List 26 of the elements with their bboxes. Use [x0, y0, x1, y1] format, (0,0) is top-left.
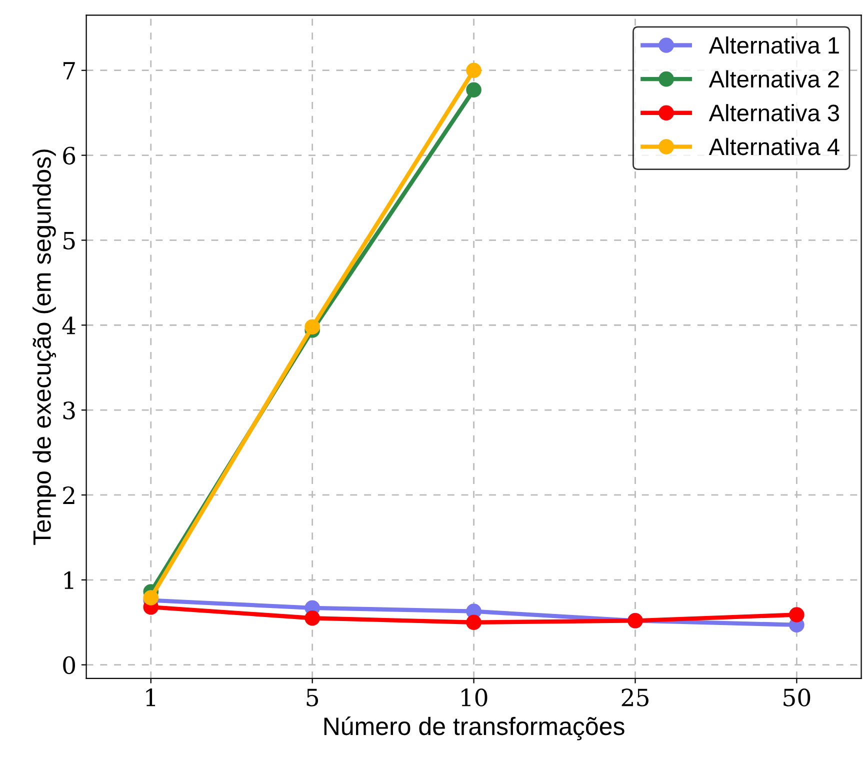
x-tick-label: 50 — [784, 688, 810, 706]
legend-label: Alternativa 2 — [708, 70, 839, 88]
legend-label: Alternativa 3 — [708, 104, 839, 122]
y-tick-label: 6 — [63, 146, 76, 165]
y-tick-label: 0 — [63, 656, 76, 674]
point — [304, 319, 320, 334]
y-tick-label: 7 — [64, 62, 75, 80]
y-tick-label: 4 — [62, 316, 76, 334]
point — [143, 590, 159, 606]
point — [304, 610, 320, 626]
x-tick-label: 10 — [462, 688, 488, 706]
y-axis-title: Tempo de execução (em segundos) — [32, 150, 56, 545]
point — [466, 82, 482, 98]
point — [789, 607, 804, 622]
legend-label: Alternativa 4 — [708, 138, 840, 156]
x-tick-label: 1 — [146, 688, 156, 706]
y-tick-label: 3 — [63, 402, 75, 420]
x-tick-label: 5 — [306, 688, 318, 706]
legend-label: Alternativa 1 — [708, 36, 839, 54]
x-tick-label: 25 — [622, 688, 648, 706]
y-tick-label: 5 — [64, 232, 75, 250]
y-tick-label: 1 — [64, 571, 74, 589]
y-tick-label: 2 — [63, 486, 74, 504]
point — [466, 62, 482, 78]
x-axis-title: Número de transformações — [324, 716, 624, 740]
point — [466, 614, 482, 630]
